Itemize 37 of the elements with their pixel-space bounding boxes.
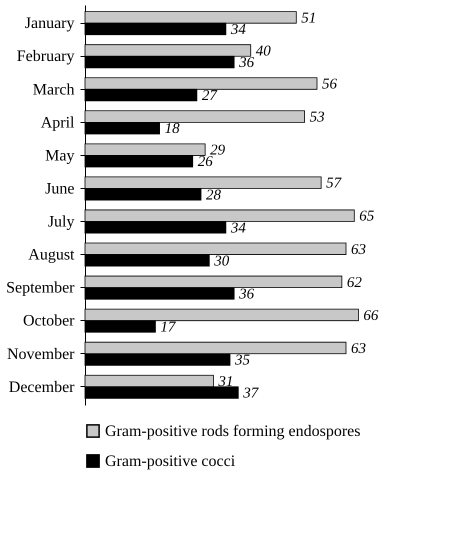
data-label: 56 bbox=[322, 76, 338, 93]
legend-label: Gram-positive cocci bbox=[105, 453, 236, 470]
data-label: 57 bbox=[326, 176, 343, 192]
y-tick-label: April bbox=[40, 114, 76, 132]
y-tick-label: May bbox=[45, 147, 74, 164]
data-label: 30 bbox=[213, 253, 230, 270]
y-tick-label: July bbox=[48, 214, 74, 231]
y-tick-label: January bbox=[24, 15, 74, 32]
data-label: 53 bbox=[310, 110, 325, 126]
data-label: 34 bbox=[230, 22, 246, 38]
data-label: 36 bbox=[238, 286, 255, 302]
data-label: 26 bbox=[198, 154, 214, 170]
y-tick-label: February bbox=[16, 48, 74, 66]
y-tick-label: June bbox=[45, 180, 74, 198]
data-label: 37 bbox=[242, 386, 260, 402]
data-label: 65 bbox=[359, 208, 375, 225]
data-label: 18 bbox=[164, 121, 180, 138]
y-tick-label: November bbox=[6, 346, 76, 363]
data-label: 62 bbox=[346, 274, 362, 291]
data-label: 51 bbox=[301, 10, 316, 26]
y-tick-label: September bbox=[6, 280, 76, 297]
data-label: 27 bbox=[202, 88, 218, 104]
y-tick-label: December bbox=[8, 378, 76, 396]
data-label: 17 bbox=[160, 319, 177, 336]
data-label: 63 bbox=[351, 242, 366, 258]
y-tick-label: March bbox=[32, 81, 74, 98]
data-label: 28 bbox=[206, 187, 222, 204]
data-label: 35 bbox=[234, 352, 250, 369]
data-label: 34 bbox=[230, 220, 246, 236]
data-label: 66 bbox=[363, 308, 379, 324]
data-label: 40 bbox=[256, 43, 272, 60]
legend-label: Gram-positive rods forming endospores bbox=[105, 423, 361, 440]
y-tick-label: October bbox=[22, 312, 76, 330]
data-label: 31 bbox=[217, 374, 234, 390]
data-label: 36 bbox=[238, 55, 255, 72]
data-label: 63 bbox=[351, 340, 366, 357]
y-tick-label: August bbox=[28, 246, 76, 264]
